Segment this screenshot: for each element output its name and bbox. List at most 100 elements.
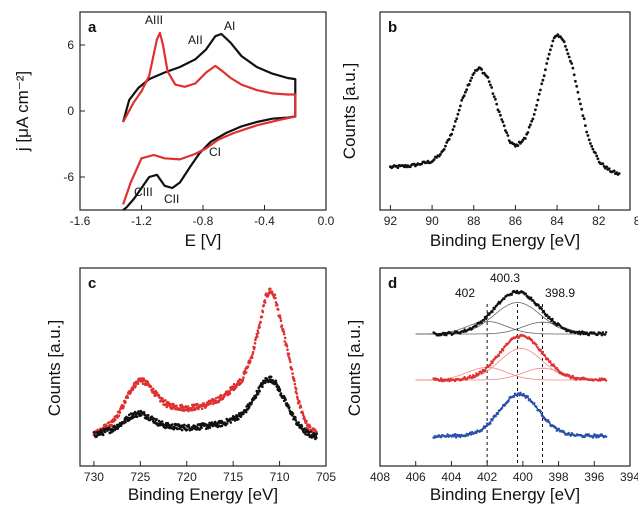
panel-b-point — [494, 97, 497, 101]
panel-b-point — [540, 82, 544, 86]
panel-b-point — [450, 132, 454, 136]
panel-c-point-red — [292, 377, 296, 381]
panel-c-xlabel: Binding Energy [eV] — [128, 485, 278, 504]
panel-c-point-red — [295, 388, 298, 391]
panel-b-point — [562, 40, 566, 44]
panel-c-xtick-label: 725 — [130, 470, 150, 484]
panel-c-point-black — [315, 432, 319, 436]
panel-b-point — [462, 94, 466, 98]
panel-c-point-black — [157, 419, 161, 423]
panel-d-point-red — [453, 379, 457, 383]
panel-c-point-red — [152, 387, 155, 391]
panel-b-point — [460, 98, 464, 102]
panel-b-point — [601, 162, 605, 166]
panel-a-xtick-label: -0.4 — [254, 214, 275, 228]
panel-b-point — [595, 154, 599, 158]
panel-a-ticks: -1.6 -1.2 -0.8 -0.4 0.0 -6 0 6 — [63, 38, 334, 228]
panel-c-point-red — [293, 382, 297, 386]
panel-c-point-red — [295, 392, 299, 395]
panel-c-point-red — [136, 382, 140, 386]
panel-c-point-red — [244, 371, 248, 374]
panel-c-point-red — [253, 342, 257, 345]
panel-c-point-red — [279, 317, 282, 320]
panel-c-point-black — [254, 396, 258, 399]
panel-b-point — [596, 157, 600, 161]
panel-b-point — [591, 147, 595, 151]
panel-c-point-black — [160, 420, 164, 423]
panel-d-point-red — [574, 378, 578, 381]
panel-c-point-black — [185, 428, 189, 432]
panel-a-ytick-label: 6 — [67, 38, 74, 52]
panel-b-point — [590, 144, 594, 148]
panel-c-point-red — [189, 406, 193, 410]
panel-b-point — [534, 108, 537, 112]
panel-c-point-red — [107, 421, 111, 424]
panel-c-point-black — [200, 426, 203, 430]
panel-c-point-red — [186, 405, 190, 408]
panel-d: 408 406 404 402 400 398 396 394 d 402 400.3 398… — [345, 267, 638, 504]
panel-b-point — [576, 90, 580, 94]
panel-c-point-black — [171, 423, 174, 426]
panel-b-point — [506, 134, 510, 137]
panel-d-point-red — [468, 374, 472, 377]
panel-c-point-black — [297, 421, 300, 424]
panel-c-point-black — [269, 375, 273, 379]
panel-c-point-red — [249, 360, 252, 364]
panel-b-point — [582, 117, 586, 121]
panel-d-point-black — [459, 332, 462, 335]
panel-c-point-red — [146, 380, 150, 384]
panel-c-point-black — [135, 415, 139, 419]
panel-a-ytick-label: 0 — [67, 104, 74, 118]
panel-b-point — [539, 88, 542, 92]
panel-c-point-red — [250, 356, 254, 359]
panel-b-ylabel: Counts [a.u.] — [340, 63, 359, 159]
panel-b-point — [500, 118, 504, 121]
annotation-cii: CII — [164, 192, 179, 206]
panel-c-point-red — [273, 293, 277, 297]
panel-c-point-red — [276, 303, 279, 307]
panel-c-letter: c — [88, 275, 96, 292]
panel-b-point — [439, 153, 442, 156]
panel-b-point — [454, 120, 457, 123]
panel-b-point — [465, 88, 469, 92]
panel-b-point — [574, 79, 577, 83]
panel-b-point — [541, 78, 545, 82]
panel-b-point — [527, 125, 531, 129]
panel-a-xtick-label: -1.2 — [131, 214, 152, 228]
panel-c-point-black — [250, 401, 253, 404]
panel-d-xtick-label: 408 — [370, 470, 390, 484]
panel-d-point-black — [604, 331, 608, 334]
panel-d-point-black — [581, 330, 584, 333]
panel-c-ticks: 730 725 720 715 710 705 — [84, 461, 336, 484]
panel-d-point-blue — [468, 431, 472, 434]
panel-d-point-red — [439, 377, 443, 380]
panel-b-xtick-label: 82 — [592, 214, 606, 228]
panel-c-point-red — [207, 399, 211, 403]
panel-c-point-black — [309, 430, 313, 434]
panel-c-point-black — [239, 414, 243, 418]
panel-c-point-red — [283, 336, 287, 340]
panel-b-point — [492, 95, 496, 98]
panel-c-point-red — [114, 418, 117, 422]
panel-b-point — [605, 165, 609, 169]
panel-c-point-black — [198, 428, 202, 431]
panel-b-point — [444, 144, 447, 148]
panel-b-point — [581, 114, 585, 117]
panel-c-point-black — [294, 416, 297, 419]
panel-d-component-red — [415, 348, 607, 381]
panel-b-point — [589, 142, 592, 145]
panel-c-point-red — [291, 372, 294, 375]
panel-c-point-red — [242, 376, 245, 379]
panel-d-xtick-label: 402 — [477, 470, 497, 484]
panel-c-point-red — [104, 423, 108, 426]
panel-b-point — [456, 112, 460, 116]
panel-c-frame — [79, 267, 327, 467]
reference-label-402: 402 — [455, 286, 475, 300]
panel-b-point — [469, 79, 472, 83]
panel-c-point-red — [161, 397, 164, 400]
panel-c-series — [92, 287, 319, 441]
panel-c-point-black — [124, 420, 127, 424]
panel-b-point — [575, 84, 579, 88]
panel-c-xtick-label: 720 — [177, 470, 197, 484]
panel-b-point — [455, 117, 459, 121]
